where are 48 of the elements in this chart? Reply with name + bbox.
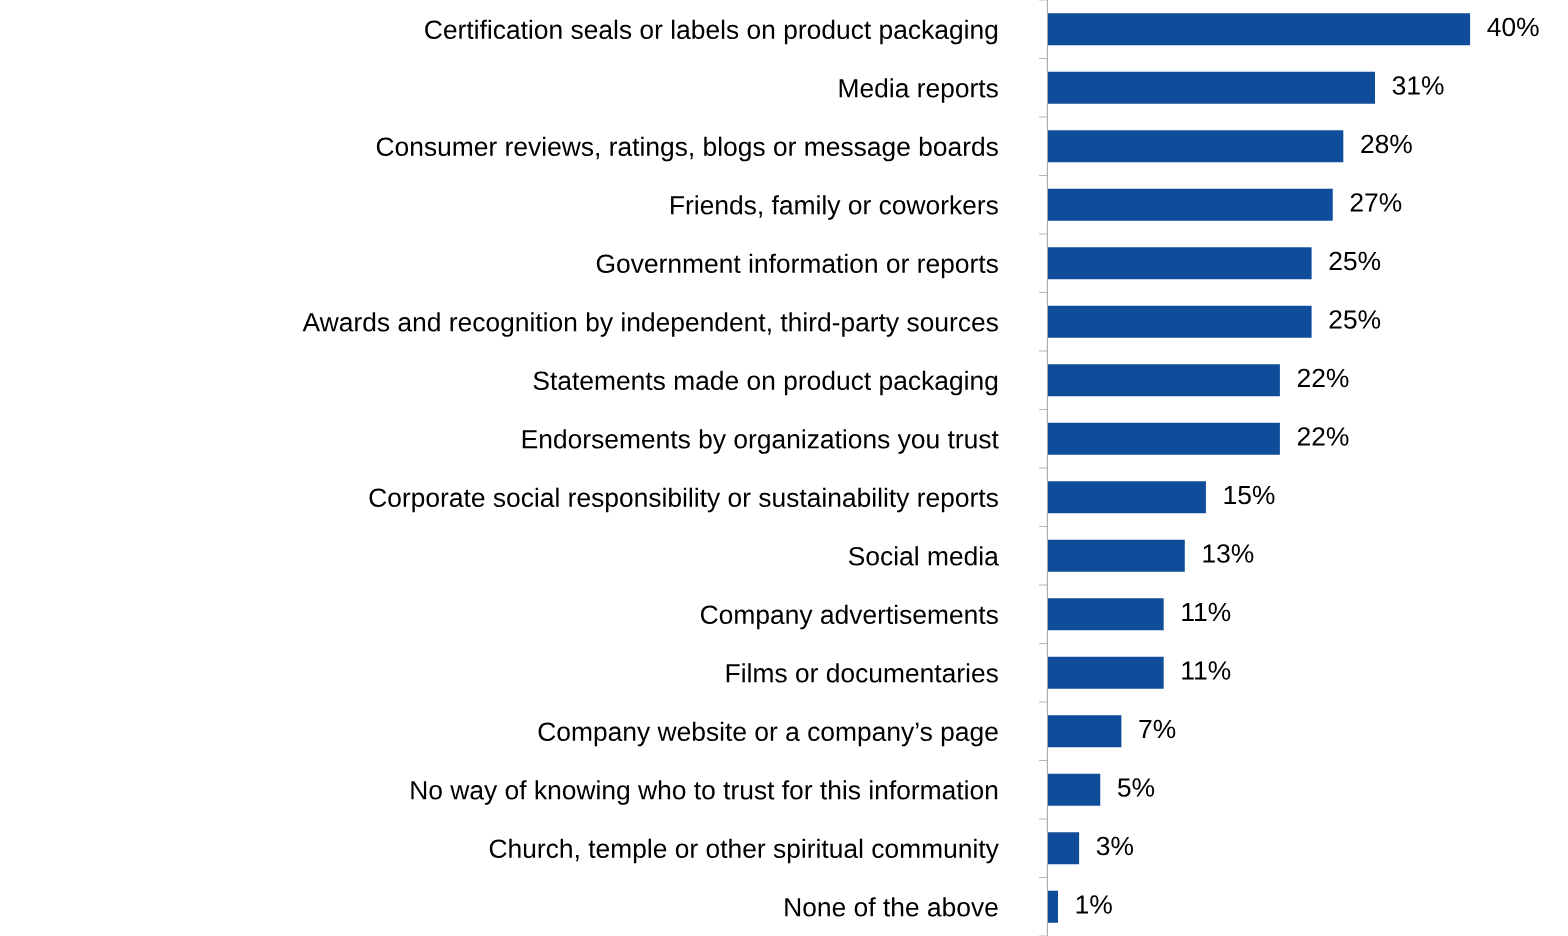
data-label: 7% bbox=[1139, 719, 1176, 739]
bar bbox=[1047, 656, 1164, 689]
data-label: 22% bbox=[1297, 368, 1349, 388]
y-tick-label: Church, temple or other spiritual community bbox=[489, 838, 999, 864]
bar bbox=[1047, 773, 1101, 806]
y-tick-label: Company advertisements bbox=[700, 604, 998, 630]
data-label: 25% bbox=[1329, 251, 1381, 271]
bar bbox=[1047, 481, 1206, 514]
y-tick-label: Films or documentaries bbox=[726, 663, 998, 683]
bar bbox=[1047, 71, 1375, 104]
y-tick-label: Company website or a company’s page bbox=[538, 721, 998, 747]
bar bbox=[1047, 598, 1164, 631]
bar bbox=[1047, 247, 1312, 280]
data-label: 25% bbox=[1329, 310, 1381, 329]
y-tick-label: Social media bbox=[848, 546, 999, 566]
y-tick-label: Corporate social responsibility or sustainability reports bbox=[369, 487, 998, 513]
bar bbox=[1047, 832, 1080, 865]
y-tick-label: None of the above bbox=[785, 897, 998, 917]
y-tick-label: Consumer reviews, ratings, blogs or message boards bbox=[376, 136, 998, 162]
data-label: 40% bbox=[1487, 17, 1539, 37]
data-label: 15% bbox=[1224, 485, 1275, 505]
data-label: 5% bbox=[1117, 778, 1155, 797]
data-label: 28% bbox=[1361, 134, 1412, 154]
y-tick-label: Friends, family or coworkers bbox=[671, 195, 998, 220]
y-tick-label: Endorsements by organizations you trust bbox=[522, 429, 999, 454]
bar bbox=[1047, 188, 1333, 221]
bar bbox=[1047, 422, 1280, 455]
y-tick-label: Media reports bbox=[839, 78, 998, 103]
bar bbox=[1047, 364, 1280, 397]
data-label: 13% bbox=[1203, 544, 1254, 563]
data-label: 31% bbox=[1392, 76, 1444, 95]
bar bbox=[1047, 130, 1344, 163]
data-label: 22% bbox=[1297, 427, 1349, 446]
bar bbox=[1047, 715, 1122, 748]
data-label: 11% bbox=[1182, 661, 1231, 680]
bar bbox=[1047, 890, 1058, 923]
y-tick-label: Awards and recognition by independent, third-party sources bbox=[302, 312, 998, 337]
y-tick-label: Certification seals or labels on product packaging bbox=[425, 19, 998, 45]
bar bbox=[1047, 539, 1185, 572]
bar bbox=[1047, 305, 1312, 338]
y-tick-label: No way of knowing who to trust for this information bbox=[411, 780, 998, 805]
y-tick-label: Statements made on product packaging bbox=[533, 370, 998, 396]
y-tick-label: Government information or reports bbox=[596, 253, 998, 279]
bar bbox=[1047, 13, 1471, 46]
data-label: 27% bbox=[1350, 193, 1402, 212]
data-label: 3% bbox=[1096, 836, 1133, 856]
data-label: 11% bbox=[1182, 602, 1231, 622]
data-label: 1% bbox=[1076, 895, 1112, 914]
